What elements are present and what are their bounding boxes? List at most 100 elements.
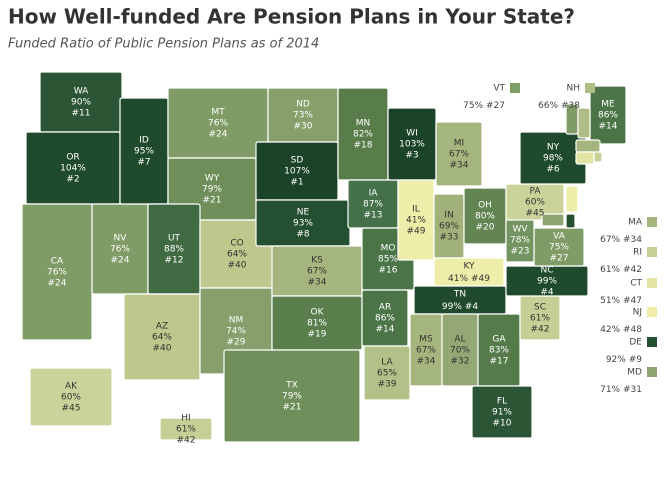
state-abbr: MA [628,218,643,228]
state-abbr: IL [412,205,420,215]
state-value: 67% #34 [600,235,642,245]
state-abbr: WI [406,129,418,139]
state-abbr: NJ [633,308,642,318]
state-abbr: MT [211,108,225,118]
state-value: 41% #49 [448,274,490,284]
state-abbr: NH [567,84,581,94]
state-rank: #33 [440,233,459,243]
state-rank: #21 [203,196,222,206]
state-rank: #11 [72,109,91,119]
state [435,121,483,187]
state-abbr: AL [454,335,465,345]
rank-label: #31 [623,385,642,395]
state-abbr: AK [65,382,78,392]
state-abbr: NY [547,143,560,153]
value-label: 92% [606,355,626,365]
state-value: 66% #38 [538,101,580,111]
state-value: 42% #48 [600,325,642,335]
state-value: 76% [47,268,67,278]
state-rank: #1 [290,178,303,188]
state-value: 88% [164,245,184,255]
rank-label: #9 [629,355,643,365]
state-abbr: IA [369,189,379,199]
state-abbr: VA [553,232,566,242]
state-abbr: MI [454,139,464,149]
state-value: 80% [475,212,495,222]
state [471,385,533,439]
value-label: 75% [463,101,483,111]
state-value: 60% [61,393,81,403]
state-value: 92% #9 [606,355,642,365]
state-abbr: WY [205,174,220,184]
state-abbr: LA [381,358,393,368]
state-abbr: WV [512,225,528,235]
state-value: 70% [450,346,470,356]
state-rank: #17 [490,357,509,367]
state-abbr: GA [492,335,506,345]
subtitle: Funded Ratio of Public Pension Plans as … [8,37,319,52]
state-abbr: TX [285,381,298,391]
state-abbr: MD [627,368,642,378]
callout-swatch [585,83,595,93]
state-rank: #3 [405,151,418,161]
state-rank: #14 [376,325,395,335]
state-rank: #24 [209,130,228,140]
state-abbr: DE [629,338,642,348]
state [565,185,579,213]
state-rank: #39 [378,380,397,390]
state-value: 61% [530,314,550,324]
state-abbr: TN [453,290,466,300]
title: How Well-funded Are Pension Plans in You… [8,5,575,29]
state-rank: #40 [228,261,247,271]
state-rank: #42 [531,325,550,335]
state-value: 60% [525,198,545,208]
state-rank: #6 [546,165,560,175]
state-abbr: ND [296,100,310,110]
state-value: 99% #4 [442,302,478,312]
state-abbr: MS [419,335,433,345]
state-rank: #21 [283,403,302,413]
state-abbr: WA [74,87,89,97]
rank-label: #27 [486,101,505,111]
state-rank: #49 [407,227,426,237]
state-rank: #24 [111,256,130,266]
state-rank: #12 [165,256,184,266]
state-value: 65% [377,369,397,379]
value-label: 61% [600,265,620,275]
state-abbr: IN [444,211,453,221]
state-abbr: NC [540,266,553,276]
state-abbr: SD [291,156,304,166]
state-value: 76% [208,119,228,129]
state-value: 104% [60,164,86,174]
value-label: 51% [600,296,620,306]
state-value: 86% [598,111,618,121]
state-rank: #34 [308,278,327,288]
state-rank: #27 [550,254,569,264]
state-abbr: KS [311,256,323,266]
state-rank: #2 [66,175,79,185]
state-abbr: OK [311,308,325,318]
callout-swatch [647,278,657,288]
value-label: 71% [600,385,620,395]
state-rank: #29 [227,338,246,348]
state-abbr: MO [381,244,396,254]
state-value: 51% #47 [600,296,642,306]
callout-swatch [647,307,657,317]
rank-label: #47 [623,296,642,306]
state-abbr: ID [139,136,149,146]
state-rank: #45 [62,404,81,414]
state [159,417,213,441]
state [577,107,591,139]
state-rank: #24 [48,279,67,289]
state-rank: #34 [450,161,469,171]
state-value: 90% [71,98,91,108]
rank-label: #34 [623,235,642,245]
state-rank: #8 [296,230,310,240]
state-value: 85% [378,255,398,265]
state-value: 86% [375,314,395,324]
state-value: 82% [353,130,373,140]
state-rank: #7 [137,158,150,168]
rank-label: #42 [623,265,642,275]
state-abbr: KY [463,262,475,272]
callout-swatch [647,247,657,257]
